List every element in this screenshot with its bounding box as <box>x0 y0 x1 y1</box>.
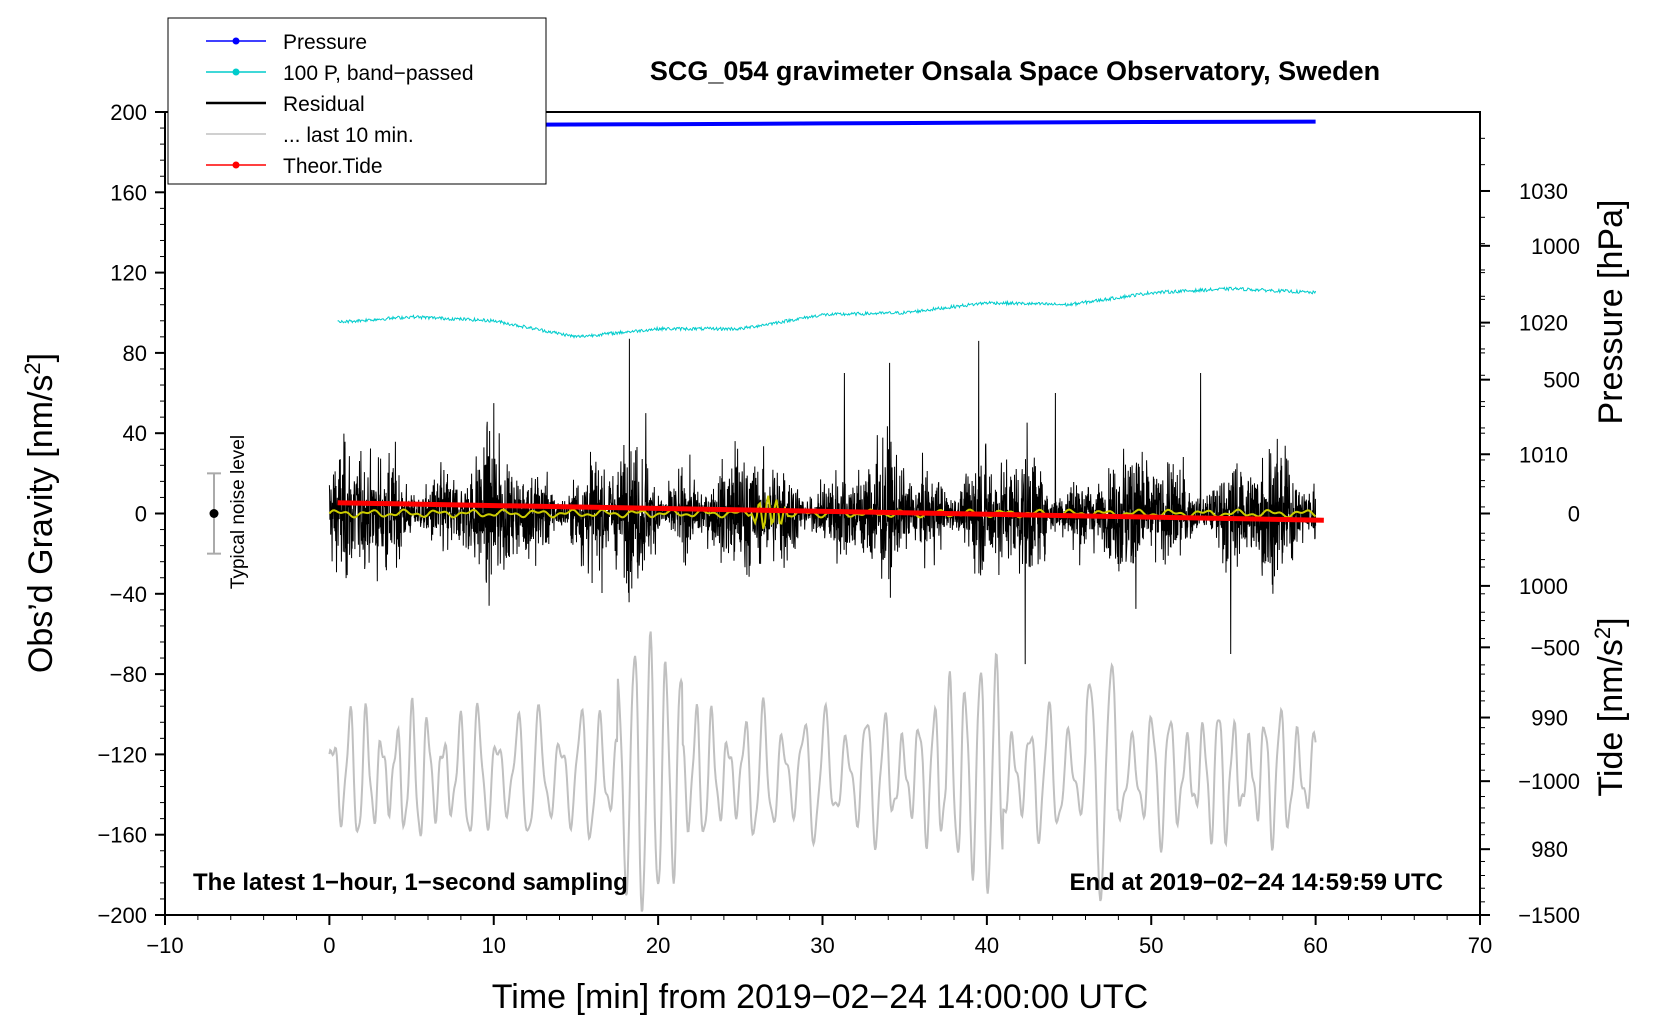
y-pressure-tick-label: 980 <box>1531 837 1568 862</box>
y-left-tick-label: 0 <box>135 502 147 527</box>
y-axis-label-left-superscript: 2 <box>20 362 45 374</box>
legend-label: Theor.Tide <box>283 155 383 178</box>
chart-title: SCG_054 gravimeter Onsala Space Observat… <box>650 56 1380 86</box>
x-tick-label: 0 <box>323 933 335 958</box>
legend-marker <box>232 161 240 169</box>
y-axis-label-left-close: ] <box>22 353 60 362</box>
y-axis-label-pressure: Pressure [hPa] <box>1592 200 1630 425</box>
x-tick-label: 40 <box>975 933 999 958</box>
y-pressure-tick-label: 1000 <box>1519 574 1568 599</box>
annotation-end-time: End at 2019−02−24 14:59:59 UTC <box>1069 869 1443 896</box>
noise-level-indicator <box>207 472 221 555</box>
legend-label: Pressure <box>283 31 367 54</box>
legend-label: 100 P, band−passed <box>283 62 474 85</box>
x-axis-label: Time [min] from 2019−02−24 14:00:00 UTC <box>492 978 1148 1016</box>
y-pressure-tick-label: 1010 <box>1519 442 1568 467</box>
y-left-tick-label: −40 <box>110 582 147 607</box>
legend: Pressure 100 P, band−passed Residual ... la… <box>167 17 547 185</box>
y-left-tick-label: −160 <box>97 823 147 848</box>
y-tide-tick-label: −1500 <box>1518 903 1580 928</box>
annotation-sampling: The latest 1−hour, 1−second sampling <box>193 869 628 896</box>
axes-layer: −10 0 10 20 30 40 50 60 7020016012080400−40−80−1… <box>97 100 1580 958</box>
series-band-passed-pressure <box>337 286 1317 339</box>
y-left-tick-label: 80 <box>123 341 147 366</box>
series-last-10-min <box>328 631 1317 912</box>
y-axis-label-tide-superscript: 2 <box>1590 627 1615 639</box>
legend-marker <box>232 37 240 45</box>
y-left-tick-label: −80 <box>110 662 147 687</box>
noise-center-dot <box>209 509 219 518</box>
y-axis-label-tide-close: ] <box>1592 617 1630 626</box>
y-tide-tick-label: 1000 <box>1531 234 1580 259</box>
legend-box <box>167 17 547 185</box>
y-left-tick-label: 160 <box>110 180 147 205</box>
y-pressure-tick-label: 1030 <box>1519 179 1568 204</box>
series-residual <box>328 338 1317 665</box>
y-left-tick-label: −200 <box>97 903 147 928</box>
noise-level-label: Typical noise level <box>228 435 249 589</box>
x-tick-label: 70 <box>1468 933 1492 958</box>
y-tide-tick-label: 500 <box>1543 368 1580 393</box>
x-tick-label: 30 <box>810 933 834 958</box>
x-tick-label: 10 <box>482 933 506 958</box>
x-tick-label: −10 <box>146 933 183 958</box>
x-tick-label: 50 <box>1139 933 1163 958</box>
series-theoretical-tide <box>337 500 1324 523</box>
x-tick-label: 20 <box>646 933 670 958</box>
y-axis-label-tide: Tide [nm/s2] <box>1590 617 1630 796</box>
y-left-tick-label: 200 <box>110 100 147 125</box>
y-left-tick-label: 40 <box>123 421 147 446</box>
y-axis-label-left: Obs’d Gravity [nm/s2] <box>20 353 60 673</box>
legend-marker <box>232 68 240 76</box>
y-left-tick-label: 120 <box>110 261 147 286</box>
y-tide-tick-label: 0 <box>1568 502 1580 527</box>
legend-label: ... last 10 min. <box>283 124 414 147</box>
y-left-tick-label: −120 <box>97 742 147 767</box>
x-tick-label: 60 <box>1303 933 1327 958</box>
chart-text-layer: SCG_054 gravimeter Onsala Space Observat… <box>20 56 1630 1016</box>
y-tide-tick-label: −1000 <box>1518 769 1580 794</box>
legend-label: Residual <box>283 93 365 116</box>
y-tide-tick-label: −500 <box>1530 635 1580 660</box>
y-pressure-tick-label: 990 <box>1531 706 1568 731</box>
data-series-layer <box>328 119 1324 912</box>
y-pressure-tick-label: 1020 <box>1519 311 1568 336</box>
